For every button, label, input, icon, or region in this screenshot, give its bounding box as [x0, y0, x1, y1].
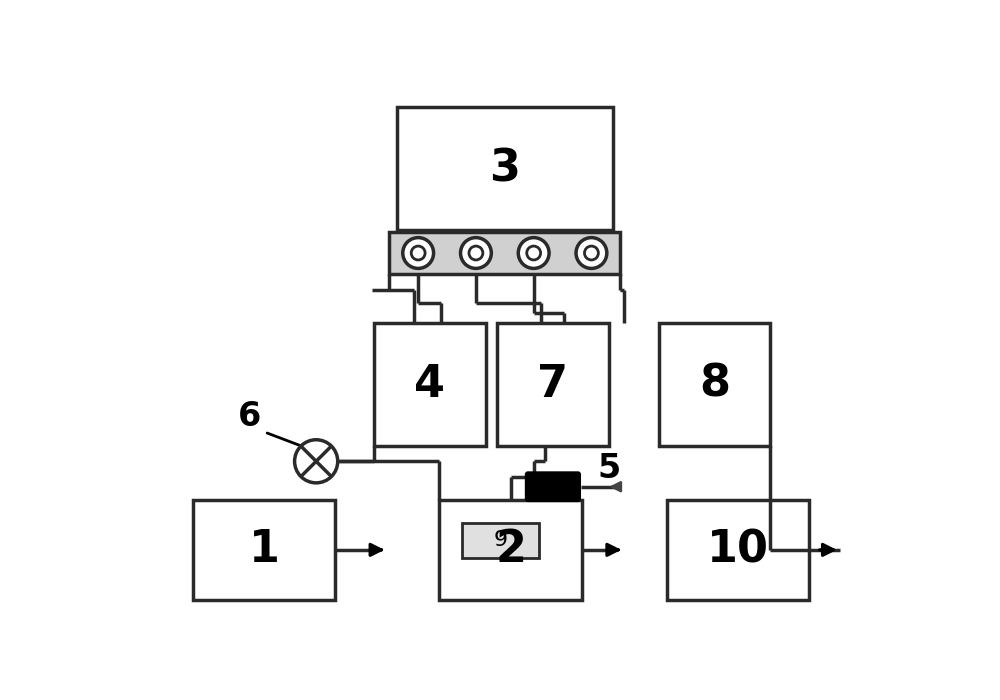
Bar	[659, 323, 770, 446]
Circle shape	[461, 237, 491, 268]
FancyBboxPatch shape	[525, 471, 581, 502]
Bar	[193, 500, 335, 600]
Circle shape	[527, 246, 541, 260]
Text: 10: 10	[707, 528, 769, 571]
Text: 7: 7	[537, 363, 568, 406]
Circle shape	[518, 237, 549, 268]
Circle shape	[584, 246, 598, 260]
Text: 6: 6	[238, 400, 261, 433]
Circle shape	[411, 246, 425, 260]
Text: 4: 4	[414, 363, 445, 406]
Bar	[666, 500, 809, 600]
Bar	[374, 323, 486, 446]
Text: 8: 8	[699, 363, 730, 406]
Bar	[389, 232, 620, 274]
Text: 1: 1	[249, 528, 280, 571]
Circle shape	[576, 237, 607, 268]
Circle shape	[403, 237, 434, 268]
Text: 5: 5	[597, 452, 620, 486]
Bar	[439, 500, 582, 600]
Text: 9: 9	[494, 530, 508, 550]
Text: 2: 2	[495, 528, 526, 571]
Text: 3: 3	[489, 147, 520, 190]
Circle shape	[469, 246, 483, 260]
Circle shape	[295, 440, 338, 483]
Bar	[397, 107, 613, 230]
Bar	[497, 323, 609, 446]
Bar	[462, 523, 539, 558]
